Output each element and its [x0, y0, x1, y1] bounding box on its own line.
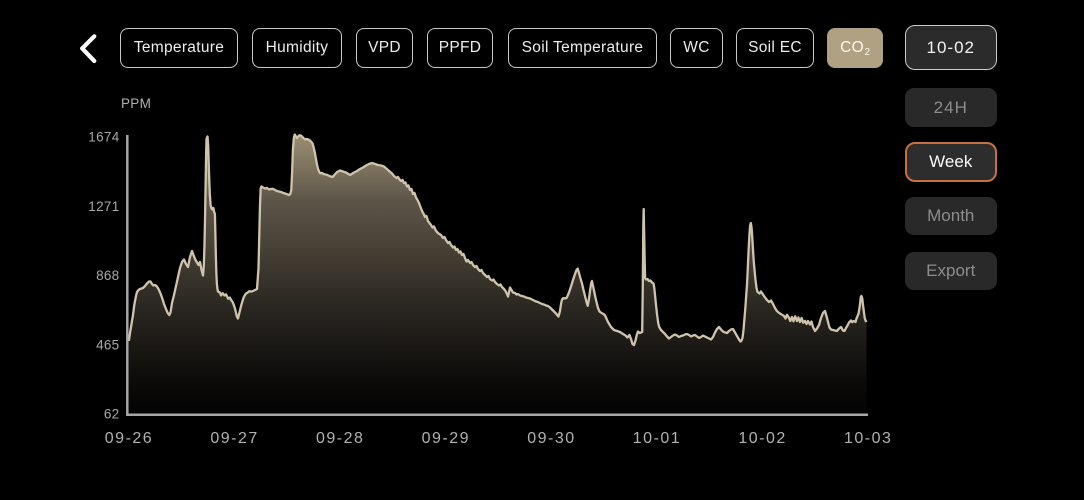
svg-text:1271: 1271 [88, 199, 119, 214]
svg-text:465: 465 [96, 337, 119, 352]
svg-text:09-27: 09-27 [210, 430, 258, 447]
svg-text:PPM: PPM [121, 96, 151, 111]
svg-text:09-29: 09-29 [422, 430, 470, 447]
svg-text:09-26: 09-26 [105, 430, 153, 447]
svg-text:10-01: 10-01 [633, 430, 681, 447]
svg-text:868: 868 [96, 268, 119, 283]
svg-text:1674: 1674 [88, 130, 119, 145]
svg-text:10-02: 10-02 [738, 430, 786, 447]
svg-text:09-30: 09-30 [527, 430, 575, 447]
svg-text:62: 62 [104, 407, 120, 422]
svg-text:10-03: 10-03 [844, 430, 892, 447]
svg-text:09-28: 09-28 [316, 430, 364, 447]
